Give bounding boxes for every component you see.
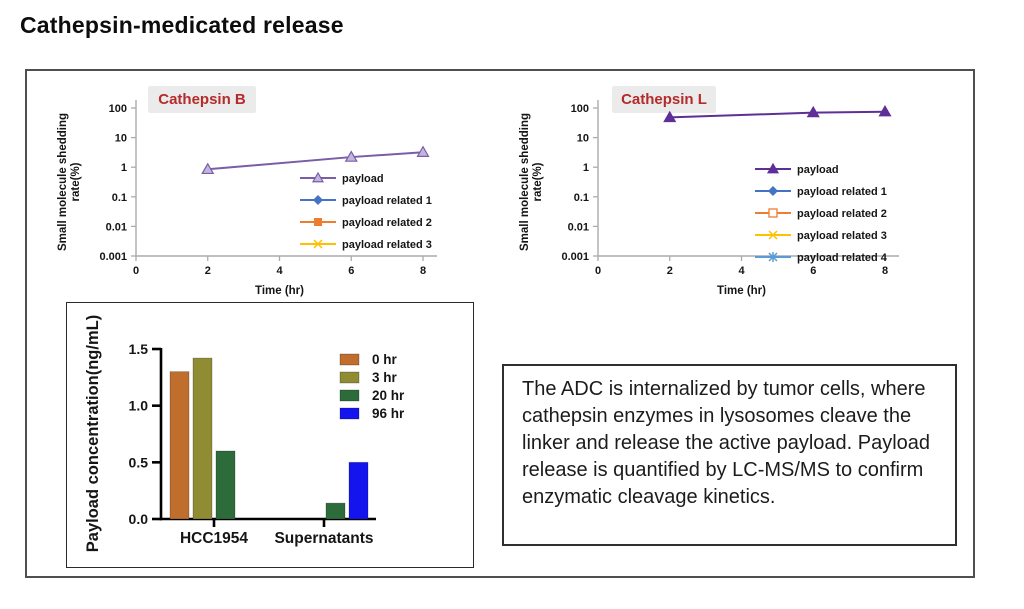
description-box: The ADC is internalized by tumor cells, … [502, 364, 957, 546]
svg-text:Payload concentration(ng/mL): Payload concentration(ng/mL) [84, 315, 102, 552]
svg-text:0.01: 0.01 [568, 221, 589, 233]
svg-text:0.1: 0.1 [112, 192, 127, 204]
legend: payload payload related 1 payload related … [300, 171, 432, 251]
svg-text:6: 6 [348, 265, 354, 277]
svg-text:0.5: 0.5 [129, 454, 149, 470]
svg-text:Time (hr): Time (hr) [717, 285, 766, 297]
series-96-hr [348, 461, 369, 520]
svg-text:0.001: 0.001 [99, 251, 127, 263]
axes: 100 10 1 0.1 0.01 0.001 0 2 4 6 8 Time (hr) Small mo… [57, 100, 437, 297]
series-payload [201, 145, 430, 175]
svg-text:20 hr: 20 hr [372, 388, 405, 403]
svg-text:payload related 3: payload related 3 [342, 239, 432, 251]
cathepsin-l-label: Cathepsin L [612, 86, 716, 113]
svg-text:0.1: 0.1 [574, 192, 589, 204]
cathepsin-b-label: Cathepsin B [148, 86, 256, 113]
svg-text:10: 10 [577, 133, 589, 145]
svg-text:payload: payload [797, 164, 839, 176]
svg-text:100: 100 [571, 103, 589, 115]
series-0-hr [169, 371, 190, 520]
page-title: Cathepsin-medicated release [20, 12, 344, 38]
svg-text:100: 100 [109, 103, 127, 115]
series-3-hr [192, 357, 213, 520]
description-text: The ADC is internalized by tumor cells, … [522, 378, 931, 508]
svg-text:1: 1 [121, 162, 127, 174]
svg-text:0.01: 0.01 [106, 221, 127, 233]
svg-text:Time (hr): Time (hr) [255, 285, 304, 297]
series-payload [663, 104, 892, 123]
svg-text:4: 4 [276, 265, 283, 277]
svg-text:8: 8 [882, 265, 888, 277]
axes: 100 10 1 0.1 0.01 0.001 0 2 4 6 8 Time (hr) Small mo… [519, 100, 899, 297]
svg-text:payload related 1: payload related 1 [342, 195, 432, 207]
svg-text:1.0: 1.0 [129, 398, 149, 414]
svg-text:1: 1 [583, 162, 589, 174]
svg-text:Small molecule sheddingrate(%): Small molecule sheddingrate(%) [57, 113, 82, 251]
svg-text:payload: payload [342, 173, 384, 185]
payload-concentration-bar-chart: 0.0 0.5 1.0 1.5 HCC1954 Supernatants Payload c… [84, 315, 405, 552]
svg-text:Supernatants: Supernatants [274, 530, 373, 547]
cathepsin-l-line-chart: 100 10 1 0.1 0.01 0.001 0 2 4 6 8 Time (hr) Small mo… [519, 100, 899, 297]
svg-text:6: 6 [810, 265, 816, 277]
svg-text:payload related 2: payload related 2 [797, 208, 887, 220]
svg-text:96 hr: 96 hr [372, 406, 405, 421]
main-panel: Cathepsin B Cathepsin L 100 10 1 0.1 0.01 0.0… [25, 69, 975, 578]
legend: payload payload related 1 payload related … [755, 162, 888, 264]
svg-text:3 hr: 3 hr [372, 370, 398, 385]
svg-text:HCC1954: HCC1954 [180, 530, 248, 547]
svg-text:Small molecule sheddingrate(%): Small molecule sheddingrate(%) [519, 113, 544, 251]
svg-text:8: 8 [420, 265, 426, 277]
svg-text:2: 2 [667, 265, 673, 277]
svg-text:payload related 4: payload related 4 [797, 252, 888, 264]
svg-text:10: 10 [115, 133, 127, 145]
axes: 0.0 0.5 1.0 1.5 HCC1954 Supernatants Payload c… [84, 315, 376, 552]
svg-text:1.5: 1.5 [129, 341, 149, 357]
legend: 0 hr 3 hr 20 hr 96 hr [339, 352, 405, 421]
svg-text:0: 0 [133, 265, 139, 277]
series-20-hr [215, 450, 346, 520]
svg-text:4: 4 [738, 265, 745, 277]
svg-text:0.001: 0.001 [561, 251, 589, 263]
bar-chart-box: 0.0 0.5 1.0 1.5 HCC1954 Supernatants Payload c… [66, 302, 474, 568]
svg-text:0 hr: 0 hr [372, 352, 398, 367]
svg-text:2: 2 [205, 265, 211, 277]
svg-text:0.0: 0.0 [129, 511, 149, 527]
svg-text:0: 0 [595, 265, 601, 277]
svg-text:payload related 3: payload related 3 [797, 230, 887, 242]
cathepsin-b-line-chart: 100 10 1 0.1 0.01 0.001 0 2 4 6 8 Time (hr) Small mo… [57, 100, 437, 297]
svg-text:payload related 1: payload related 1 [797, 186, 887, 198]
svg-text:payload related 2: payload related 2 [342, 217, 432, 229]
